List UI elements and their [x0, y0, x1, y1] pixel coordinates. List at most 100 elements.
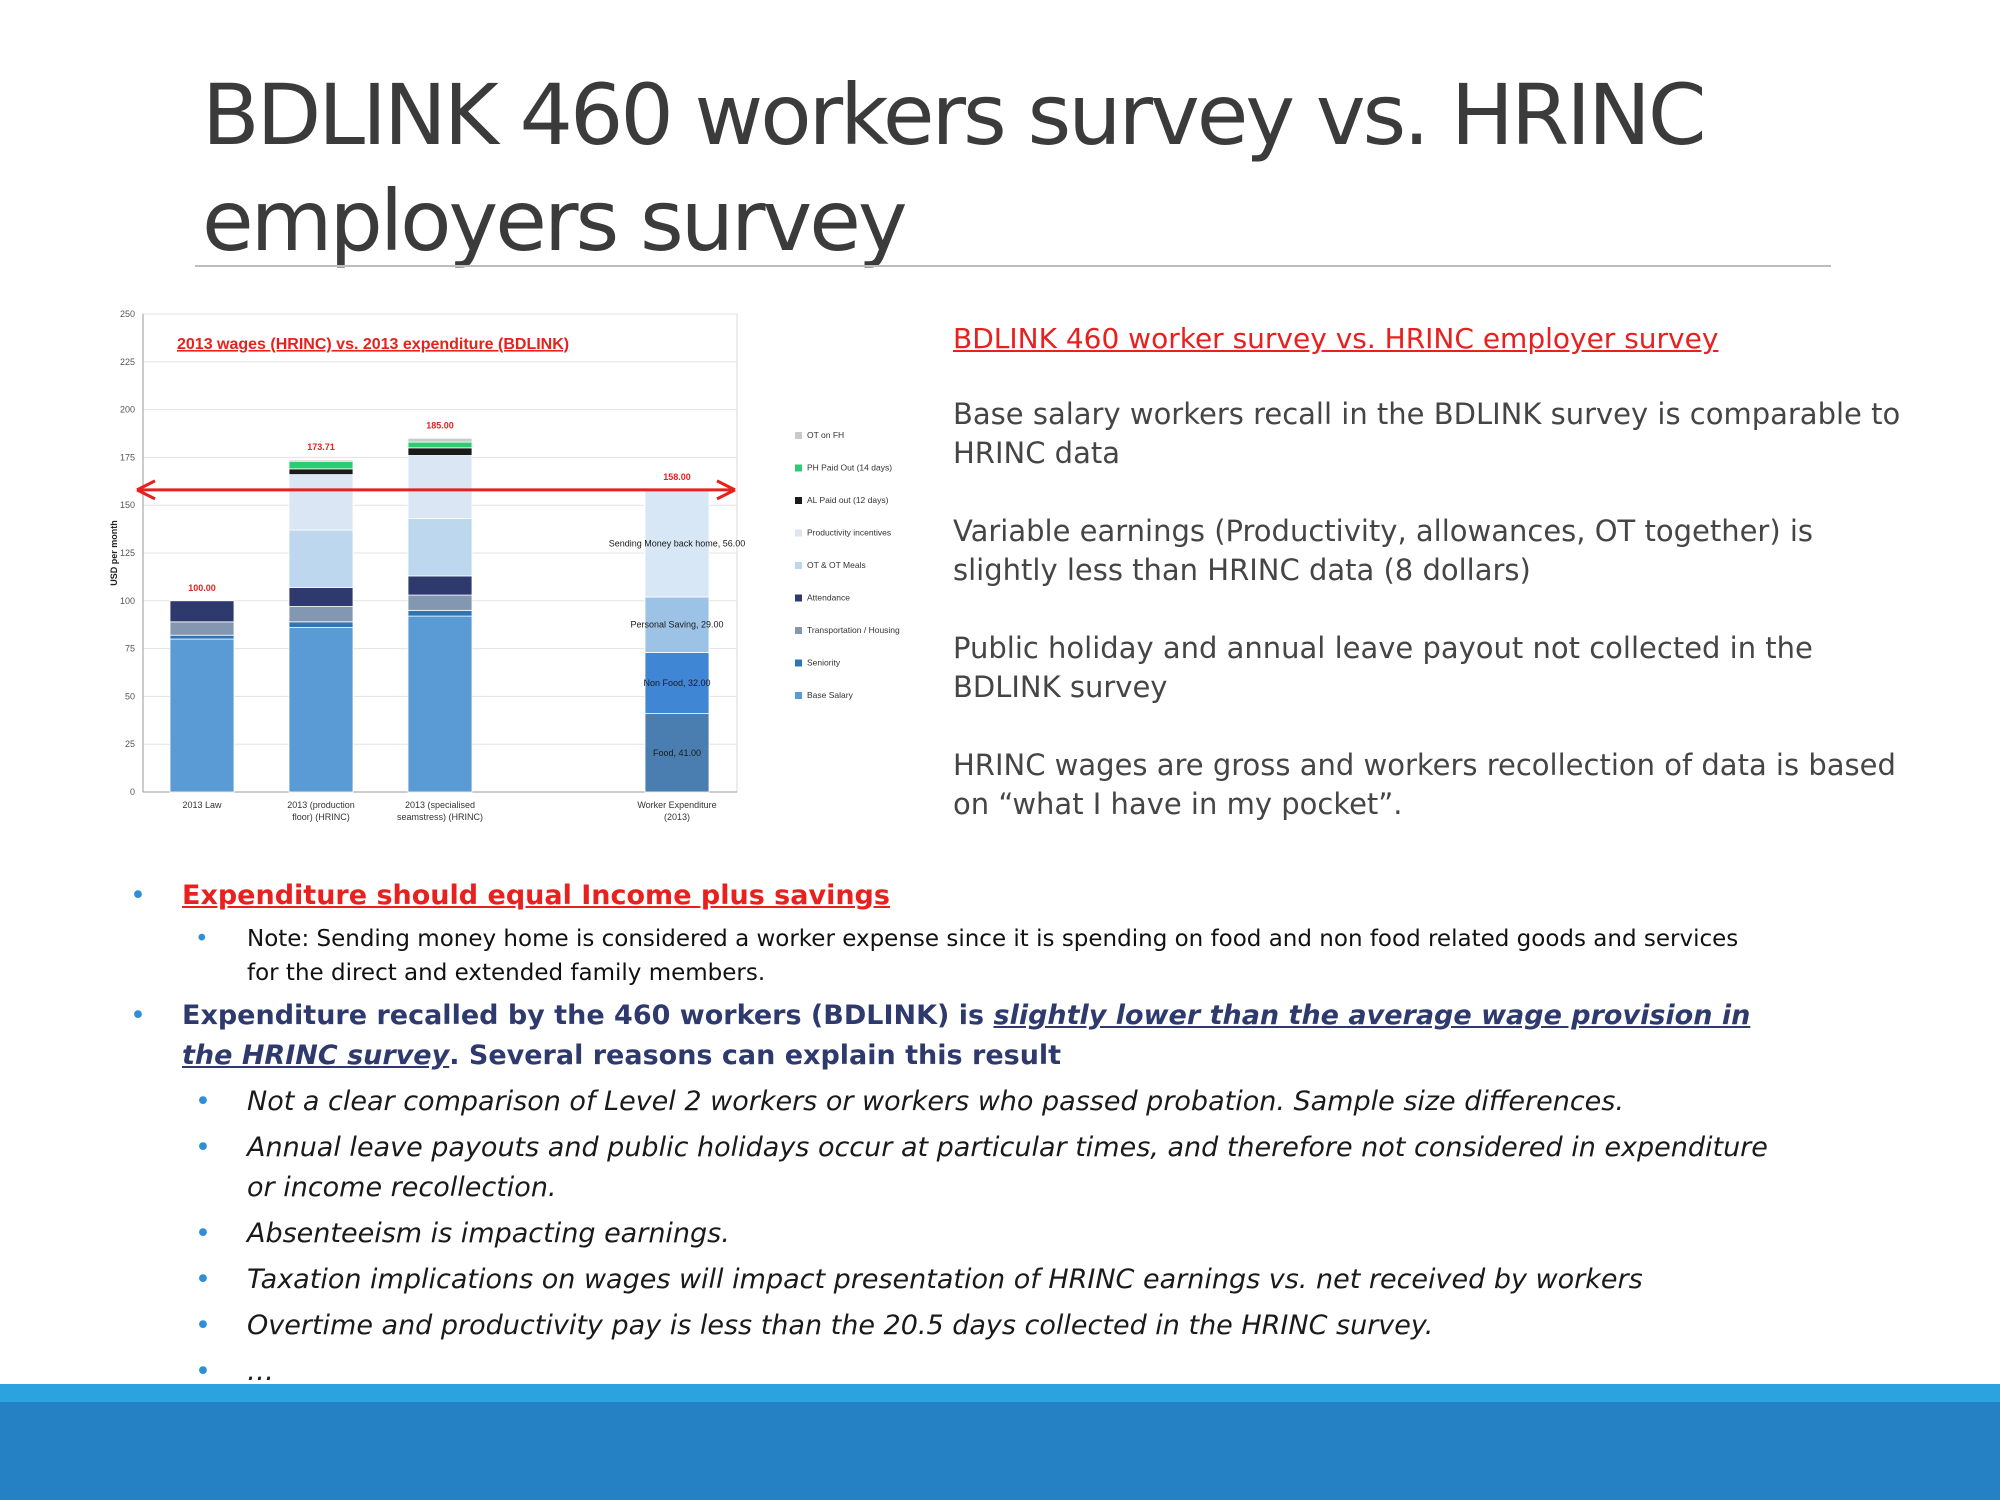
bar-segment-base-salary — [288, 627, 354, 793]
comparison-panel: BDLINK 460 worker survey vs. HRINC emplo… — [953, 322, 1913, 863]
bullet-prefix: Expenditure recalled by the 460 workers … — [182, 1000, 994, 1031]
reason-item: • Annual leave payouts and public holida… — [130, 1128, 1770, 1208]
legend-swatch — [795, 659, 802, 667]
bar-segment-al-paid-out-12-days- — [407, 447, 473, 456]
x-category-label: 2013 Law — [182, 800, 222, 810]
bullet-dot: • — [130, 1000, 146, 1031]
bullet-dot: • — [195, 1310, 211, 1341]
bar-total-label: 185.00 — [426, 420, 454, 430]
y-tick-label: 75 — [125, 644, 135, 654]
bullet-dot: • — [195, 1132, 211, 1163]
wages-vs-expenditure-chart: 0 25 50 75 100 125 150 175 200 225 250 USD per mont… — [95, 300, 925, 840]
y-tick-label: 125 — [120, 548, 135, 558]
expenditure-segment — [644, 713, 710, 793]
expenditure-data-label: Personal Saving, 29.00 — [630, 620, 723, 630]
y-tick-label: 200 — [120, 405, 135, 415]
reason-text: Overtime and productivity pay is less th… — [247, 1310, 1434, 1341]
y-tick-label: 175 — [120, 452, 135, 462]
bar-segment-al-paid-out-12-days- — [288, 468, 354, 476]
legend-swatch — [795, 627, 802, 634]
bar-segment-attendance — [169, 600, 235, 623]
bullet-list: • Expenditure should equal Income plus s… — [130, 876, 1770, 1392]
legend-swatch — [795, 497, 802, 504]
y-tick-label: 25 — [125, 739, 135, 749]
bullet-dot: • — [195, 1264, 211, 1295]
bullet-note-text: Note: Sending money home is considered a… — [247, 926, 1739, 986]
legend-label: Seniority — [807, 658, 841, 668]
bullet-expenditure-recalled: • Expenditure recalled by the 460 worker… — [130, 996, 1770, 1076]
bar-segment-ot-ot-meals — [288, 529, 354, 588]
comparison-paragraph: HRINC wages are gross and workers recoll… — [953, 748, 1896, 821]
bar-segment-transportation-housing — [407, 594, 473, 611]
bar-segment-transportation-housing — [288, 606, 354, 623]
legend-swatch — [795, 562, 802, 569]
slide-title-line2: employers survey — [202, 172, 908, 270]
legend-swatch — [795, 594, 802, 602]
comparison-paragraph: Variable earnings (Productivity, allowan… — [953, 514, 1814, 587]
x-category-label: (2013) — [664, 812, 690, 822]
legend-swatch — [795, 529, 802, 537]
reason-text: Not a clear comparison of Level 2 worker… — [247, 1086, 1624, 1117]
y-tick-label: 100 — [120, 596, 135, 606]
legend-label: PH Paid Out (14 days) — [807, 463, 892, 473]
reference-arrow-left — [136, 479, 156, 501]
bar-total-label: 158.00 — [663, 472, 691, 482]
bullet-dot: • — [195, 1218, 211, 1249]
bullet-note: • Note: Sending money home is considered… — [130, 922, 1770, 990]
x-category-label: floor) (HRINC) — [292, 812, 350, 822]
x-category-label: seamstress) (HRINC) — [397, 812, 483, 822]
bar-segment-attendance — [288, 587, 354, 607]
expenditure-data-label: Sending Money back home, 56.00 — [609, 538, 746, 548]
y-tick-label: 150 — [120, 500, 135, 510]
comparison-paragraph: Base salary workers recall in the BDLINK… — [953, 397, 1901, 470]
bar-segment-seniority — [407, 609, 473, 617]
reference-arrow-right — [716, 479, 736, 501]
reason-text: … — [247, 1356, 274, 1387]
bar-total-label: 173.71 — [307, 442, 335, 452]
reason-item: • Overtime and productivity pay is less … — [130, 1306, 1770, 1346]
expenditure-segment — [644, 652, 710, 715]
comparison-paragraph: Public holiday and annual leave payout n… — [953, 631, 1813, 704]
y-tick-label: 50 — [125, 691, 135, 701]
expenditure-data-label: Non Food, 32.00 — [643, 678, 710, 688]
slide-title: BDLINK 460 workers survey vs. HRINC empl… — [202, 62, 1842, 274]
legend-swatch — [795, 692, 802, 699]
bar-segment-ot-ot-meals — [407, 518, 473, 577]
reason-item: • Taxation implications on wages will im… — [130, 1260, 1770, 1300]
bar-segment-ph-paid-out-14-days- — [407, 441, 473, 449]
footer-band-dark — [0, 1402, 2000, 1500]
bar-segment-ot-on-fh — [407, 437, 473, 443]
legend-swatch — [795, 432, 802, 439]
expenditure-data-label: Food, 41.00 — [653, 748, 701, 758]
legend-label: OT on FH — [807, 430, 844, 440]
x-category-label: Worker Expenditure — [637, 800, 716, 810]
chart-svg: 0 25 50 75 100 125 150 175 200 225 250 USD per mont… — [109, 309, 900, 822]
reason-text: Annual leave payouts and public holidays… — [247, 1132, 1768, 1203]
legend-label: Base Salary — [807, 690, 854, 700]
legend-label: Transportation / Housing — [807, 625, 900, 635]
bullet-dot: • — [195, 1086, 211, 1117]
legend-label: Productivity incentives — [807, 528, 891, 538]
reason-item: • … — [130, 1352, 1770, 1392]
expenditure-segment — [644, 596, 710, 653]
bar-segment-base-salary — [169, 638, 235, 793]
bullet-expenditure-income: • Expenditure should equal Income plus s… — [130, 876, 1770, 916]
bar-segment-productivity-incentives — [407, 455, 473, 519]
bar-segment-ph-paid-out-14-days- — [288, 460, 354, 470]
bar-segment-transportation-housing — [169, 621, 235, 636]
y-tick-label: 0 — [130, 787, 135, 797]
bullet-text: Expenditure should equal Income plus sav… — [182, 880, 890, 911]
comparison-heading: BDLINK 460 worker survey vs. HRINC emplo… — [953, 322, 1719, 355]
slide-title-line1: BDLINK 460 workers survey vs. HRINC — [202, 66, 1707, 164]
bullet-dot: • — [195, 926, 209, 952]
bar-segment-attendance — [407, 575, 473, 596]
reason-item: • Not a clear comparison of Level 2 work… — [130, 1082, 1770, 1122]
legend-label: Attendance — [807, 593, 850, 603]
bullet-dot: • — [130, 880, 146, 911]
bar-segment-base-salary — [407, 615, 473, 793]
reason-text: Taxation implications on wages will impa… — [247, 1264, 1643, 1295]
bullet-suffix: . Several reasons can explain this resul… — [449, 1040, 1062, 1071]
y-axis-label: USD per month — [109, 520, 119, 586]
bar-segment-ot-on-fh — [288, 459, 354, 462]
chart-title: 2013 wages (HRINC) vs. 2013 expenditure … — [177, 336, 569, 353]
